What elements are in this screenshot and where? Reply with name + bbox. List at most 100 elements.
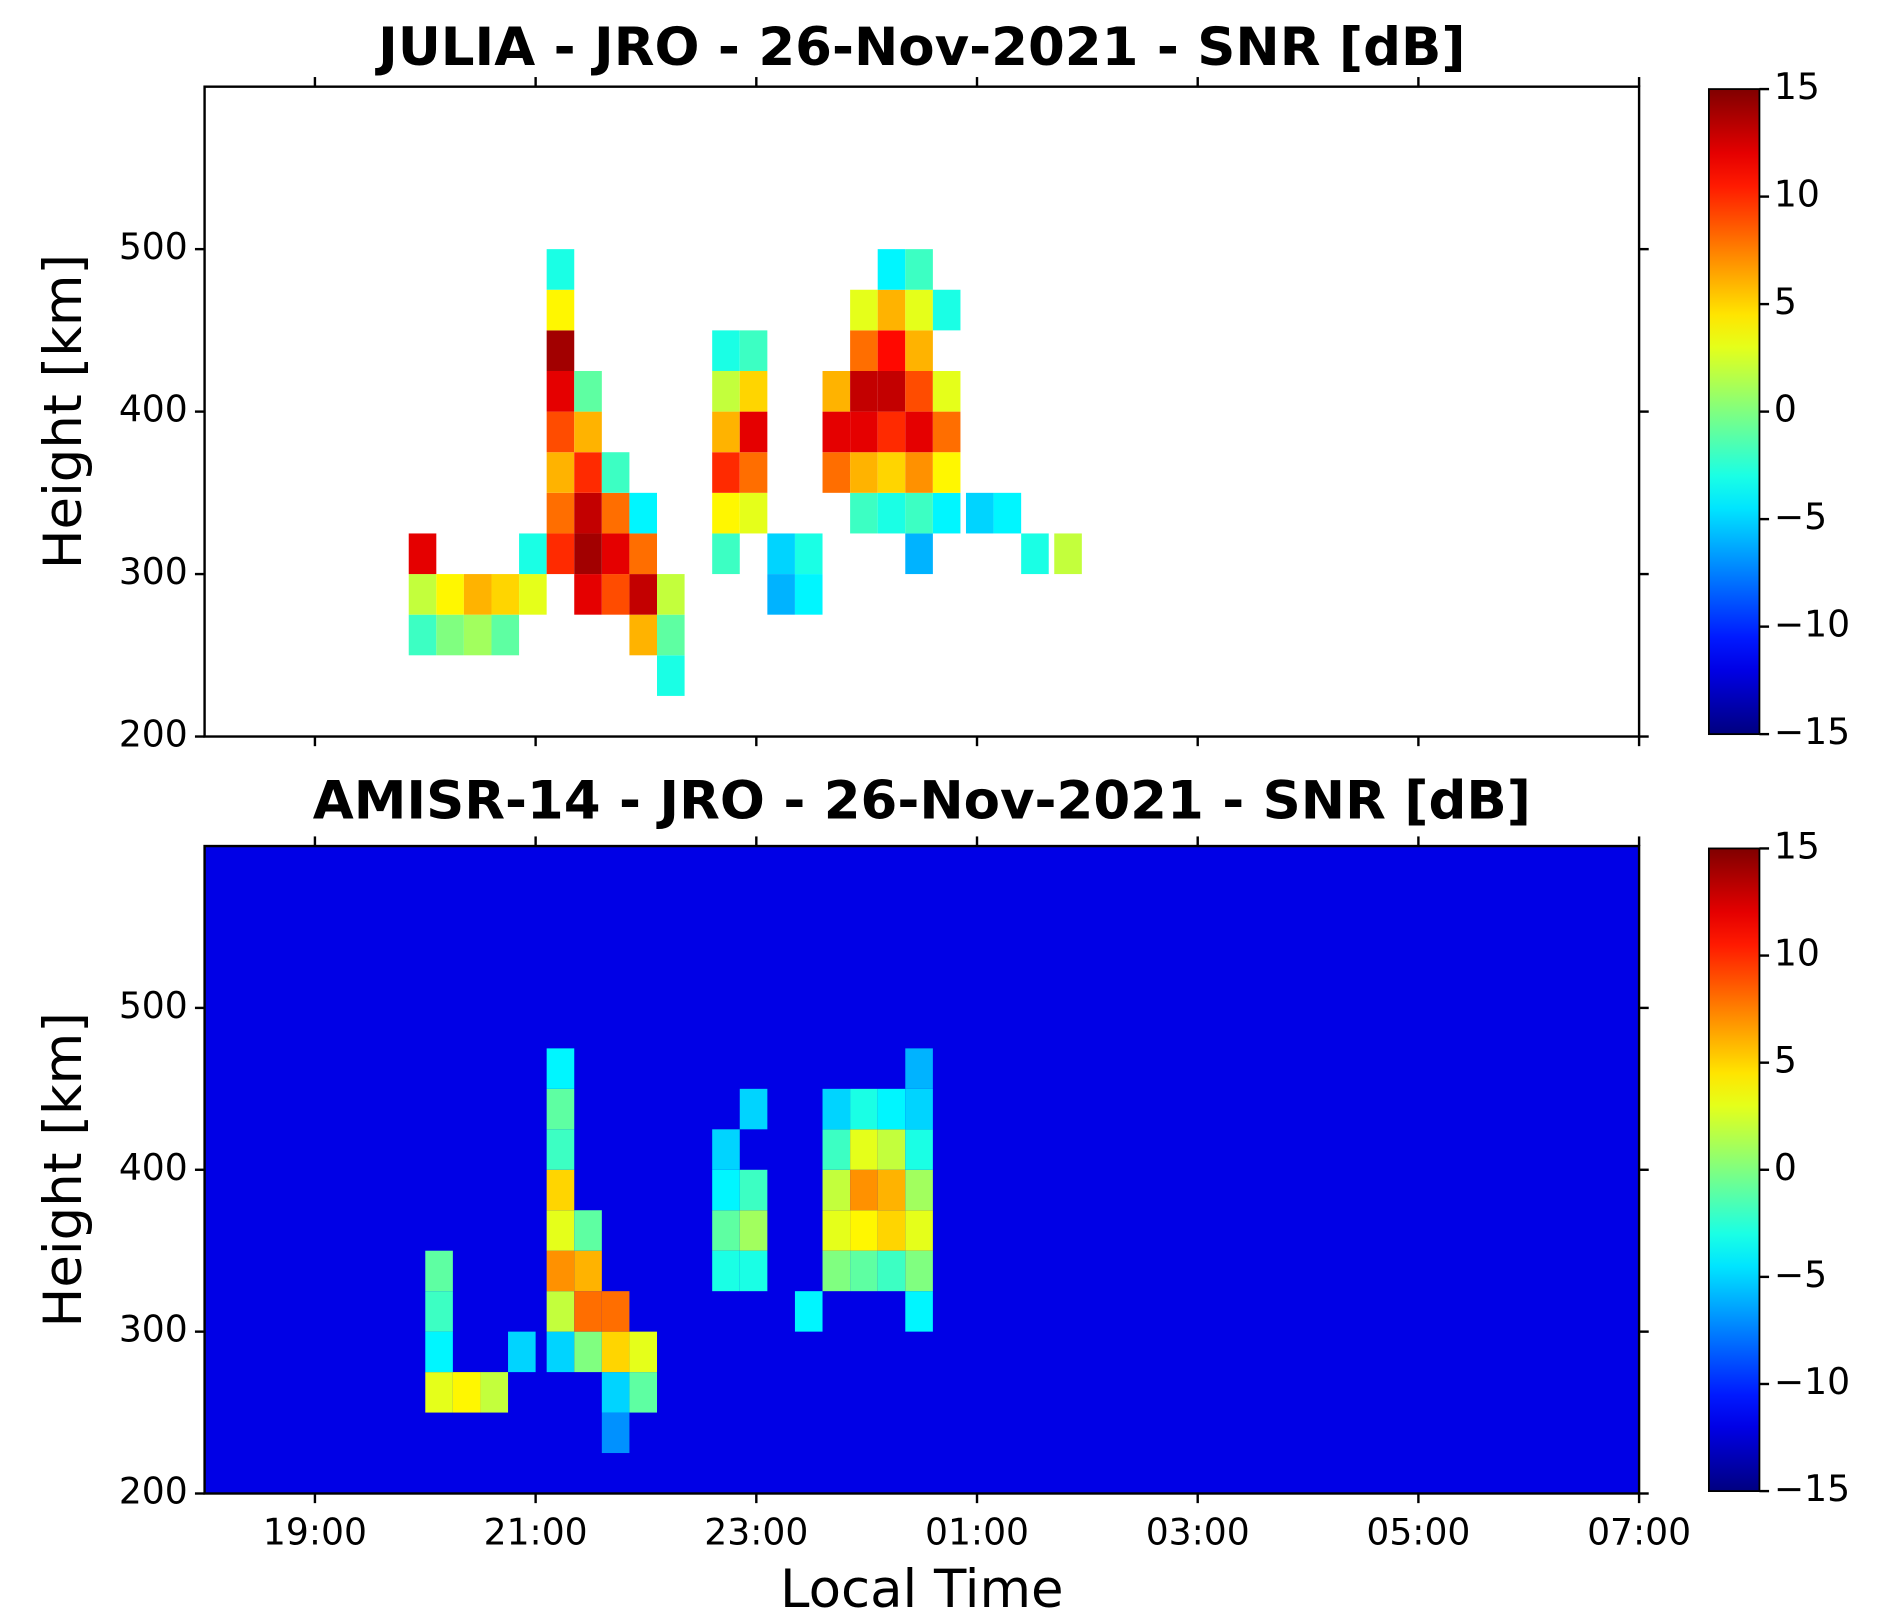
heat-cell (905, 1129, 933, 1170)
colorbar-tick-label: 5 (1774, 1039, 1797, 1082)
heat-cell (850, 1210, 878, 1251)
heat-cell (794, 574, 823, 615)
heat-cell (767, 533, 795, 575)
heat-cell (657, 574, 685, 615)
heat-cell (739, 411, 768, 453)
heat-cell (905, 1169, 933, 1211)
colorbar-tick-label: −5 (1774, 495, 1827, 538)
heat-cell (739, 492, 768, 534)
heat-cell (877, 452, 906, 493)
heat-cell (519, 533, 547, 575)
heat-cell (574, 411, 602, 453)
heat-cell (546, 533, 575, 575)
heat-cell (1021, 533, 1049, 575)
heat-cell (877, 1210, 906, 1251)
heat-cell (546, 289, 575, 331)
heat-cell (905, 370, 933, 412)
heat-cell (574, 1331, 602, 1373)
heat-cell (850, 1169, 878, 1211)
colorbar-tick-label: 5 (1774, 280, 1797, 323)
heat-cell (519, 574, 547, 615)
heat-cell (436, 574, 464, 615)
heat-cell (601, 533, 630, 575)
x-tick-label: 05:00 (1366, 1510, 1470, 1553)
heat-cell (712, 1169, 740, 1211)
x-tick-label: 03:00 (1146, 1510, 1250, 1553)
heat-cell (574, 492, 602, 534)
heat-cell (794, 533, 823, 575)
colorbar-tick-label: 15 (1774, 65, 1820, 108)
x-axis-label: Local Time (780, 1559, 1064, 1617)
heat-cell (491, 614, 520, 656)
x-tick-label: 01:00 (925, 1510, 1029, 1553)
heat-cell (932, 411, 961, 453)
heat-cell (712, 492, 740, 534)
plot-area (204, 846, 1640, 1494)
heat-cell (425, 1331, 453, 1373)
heat-cell (850, 492, 878, 534)
heat-cell (877, 330, 906, 371)
heat-cell (712, 370, 740, 412)
heat-cell (739, 1088, 768, 1130)
heat-cell (739, 330, 768, 371)
heat-cell (657, 614, 685, 656)
heat-cell (739, 1250, 768, 1292)
heat-cell (877, 370, 906, 412)
heat-cell (712, 1250, 740, 1292)
x-tick-label: 21:00 (484, 1510, 588, 1553)
heat-cell (436, 614, 464, 656)
heat-cell (601, 574, 630, 615)
heat-cell (905, 452, 933, 493)
heat-cell (905, 249, 933, 290)
heat-cell (546, 1169, 575, 1211)
y-tick-label: 200 (119, 1470, 188, 1513)
heat-cell (574, 533, 602, 575)
heat-cell (932, 289, 961, 331)
heat-cell (905, 1088, 933, 1130)
colorbar (1707, 847, 1761, 1492)
y-tick-label: 300 (119, 1308, 188, 1351)
heat-cell (850, 411, 878, 453)
y-axis-label: Height [km] (33, 1012, 94, 1327)
y-tick-label: 400 (119, 388, 188, 431)
heat-cell (574, 1291, 602, 1332)
heat-cell (508, 1331, 536, 1373)
chart-title: JULIA - JRO - 26-Nov-2021 - SNR [dB] (375, 17, 1465, 78)
heat-cell (629, 492, 658, 534)
heat-cell (712, 533, 740, 575)
heat-cell (546, 1291, 575, 1332)
heat-cell (601, 1372, 630, 1413)
heat-cell (574, 574, 602, 615)
heat-cell (425, 1291, 453, 1332)
heat-cell (546, 411, 575, 453)
heat-cell (877, 289, 906, 331)
heat-cell (905, 411, 933, 453)
heat-cell (601, 492, 630, 534)
heat-cell (850, 452, 878, 493)
heat-cell (739, 1169, 768, 1211)
y-tick-label: 500 (119, 984, 188, 1027)
colorbar-tick-label: 15 (1774, 824, 1820, 867)
heat-cell (546, 1088, 575, 1130)
heat-cell (574, 1250, 602, 1292)
heat-cell (822, 1129, 851, 1170)
chart-title: AMISR-14 - JRO - 26-Nov-2021 - SNR [dB] (313, 771, 1531, 832)
heat-cell (712, 330, 740, 371)
heat-cell (905, 1048, 933, 1089)
colorbar-tick-label: 10 (1774, 173, 1820, 216)
heat-cell (905, 1291, 933, 1332)
heat-cell (822, 1210, 851, 1251)
heat-cell (965, 492, 994, 534)
heat-cell (546, 452, 575, 493)
heat-cell (932, 370, 961, 412)
heat-cell (712, 1210, 740, 1251)
heat-cell (877, 249, 906, 290)
heat-cell (574, 370, 602, 412)
heat-cell (905, 1210, 933, 1251)
heat-cell (629, 533, 658, 575)
heat-cell (463, 574, 492, 615)
heat-cell (546, 1048, 575, 1089)
heat-cell (601, 1331, 630, 1373)
heat-cell (822, 411, 851, 453)
heat-cell (574, 1210, 602, 1251)
